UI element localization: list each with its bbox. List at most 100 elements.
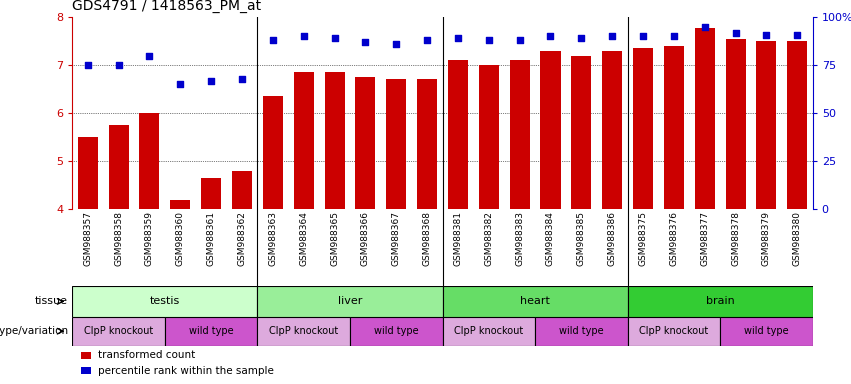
Bar xyxy=(633,48,653,209)
Point xyxy=(605,33,619,40)
Text: percentile rank within the sample: percentile rank within the sample xyxy=(98,366,274,376)
Text: ClpP knockout: ClpP knockout xyxy=(454,326,523,336)
Text: GSM988385: GSM988385 xyxy=(577,211,585,266)
Bar xyxy=(448,61,468,209)
Text: GSM988377: GSM988377 xyxy=(700,211,709,266)
Bar xyxy=(324,73,345,209)
Text: heart: heart xyxy=(520,296,550,306)
Text: wild type: wild type xyxy=(374,326,419,336)
Bar xyxy=(417,79,437,209)
Text: GSM988386: GSM988386 xyxy=(608,211,617,266)
Text: GSM988378: GSM988378 xyxy=(731,211,740,266)
Point xyxy=(637,33,650,40)
Text: GSM988361: GSM988361 xyxy=(207,211,215,266)
Bar xyxy=(386,79,406,209)
Bar xyxy=(356,77,375,209)
Bar xyxy=(535,317,627,346)
Text: GSM988357: GSM988357 xyxy=(83,211,92,266)
Text: wild type: wild type xyxy=(189,326,233,336)
Bar xyxy=(627,317,720,346)
Bar xyxy=(510,61,529,209)
Point xyxy=(204,78,218,84)
Point xyxy=(143,53,157,59)
Text: GSM988365: GSM988365 xyxy=(330,211,339,266)
Bar xyxy=(72,286,257,317)
Text: ClpP knockout: ClpP knockout xyxy=(639,326,709,336)
Bar xyxy=(232,171,252,209)
Point xyxy=(235,76,248,82)
Bar xyxy=(77,137,98,209)
Text: wild type: wild type xyxy=(559,326,603,336)
Bar xyxy=(257,286,443,317)
Bar xyxy=(443,317,535,346)
Text: GSM988383: GSM988383 xyxy=(515,211,524,266)
Text: GSM988360: GSM988360 xyxy=(176,211,185,266)
Bar xyxy=(479,65,499,209)
Point xyxy=(174,81,187,88)
Point xyxy=(544,33,557,40)
Point xyxy=(328,35,341,41)
Text: GSM988358: GSM988358 xyxy=(114,211,123,266)
Text: GSM988366: GSM988366 xyxy=(361,211,370,266)
Bar xyxy=(787,41,808,209)
Bar xyxy=(571,56,591,209)
Bar xyxy=(443,286,627,317)
Point xyxy=(358,39,372,45)
Text: GSM988376: GSM988376 xyxy=(670,211,678,266)
Point xyxy=(513,37,527,43)
Text: GSM988382: GSM988382 xyxy=(484,211,494,266)
Bar xyxy=(694,28,715,209)
Point xyxy=(266,37,280,43)
Text: testis: testis xyxy=(150,296,180,306)
Text: GSM988375: GSM988375 xyxy=(638,211,648,266)
Text: ClpP knockout: ClpP knockout xyxy=(84,326,153,336)
Point xyxy=(420,37,434,43)
Point xyxy=(111,62,125,68)
Bar xyxy=(170,200,191,209)
Bar xyxy=(757,41,776,209)
Bar xyxy=(720,317,813,346)
Text: wild type: wild type xyxy=(744,326,789,336)
Bar xyxy=(140,113,159,209)
Text: GSM988368: GSM988368 xyxy=(423,211,431,266)
Bar xyxy=(165,317,257,346)
Point xyxy=(698,24,711,30)
Bar xyxy=(257,317,350,346)
Point xyxy=(728,30,742,36)
Point xyxy=(81,62,94,68)
Point xyxy=(451,35,465,41)
Text: transformed count: transformed count xyxy=(98,350,195,360)
Bar xyxy=(603,51,622,209)
Bar xyxy=(263,96,283,209)
Text: GDS4791 / 1418563_PM_at: GDS4791 / 1418563_PM_at xyxy=(72,0,261,13)
Text: GSM988379: GSM988379 xyxy=(762,211,771,266)
Bar xyxy=(201,178,221,209)
Text: GSM988380: GSM988380 xyxy=(793,211,802,266)
Text: GSM988384: GSM988384 xyxy=(546,211,555,266)
Point xyxy=(760,31,774,38)
Bar xyxy=(350,317,443,346)
Point xyxy=(482,37,495,43)
Bar xyxy=(664,46,684,209)
Text: GSM988359: GSM988359 xyxy=(145,211,154,266)
Bar xyxy=(294,73,314,209)
Text: GSM988362: GSM988362 xyxy=(237,211,247,266)
Text: GSM988364: GSM988364 xyxy=(300,211,308,266)
Text: GSM988381: GSM988381 xyxy=(454,211,462,266)
Text: brain: brain xyxy=(705,296,734,306)
Text: ClpP knockout: ClpP knockout xyxy=(269,326,339,336)
Point xyxy=(574,35,588,41)
Text: GSM988367: GSM988367 xyxy=(391,211,401,266)
Text: genotype/variation: genotype/variation xyxy=(0,326,68,336)
Bar xyxy=(540,51,561,209)
Bar xyxy=(109,125,129,209)
Point xyxy=(390,41,403,47)
Bar xyxy=(726,39,745,209)
Bar xyxy=(72,317,165,346)
Point xyxy=(297,33,311,40)
Point xyxy=(791,31,804,38)
Bar xyxy=(627,286,813,317)
Text: tissue: tissue xyxy=(35,296,68,306)
Point xyxy=(667,33,681,40)
Text: GSM988363: GSM988363 xyxy=(268,211,277,266)
